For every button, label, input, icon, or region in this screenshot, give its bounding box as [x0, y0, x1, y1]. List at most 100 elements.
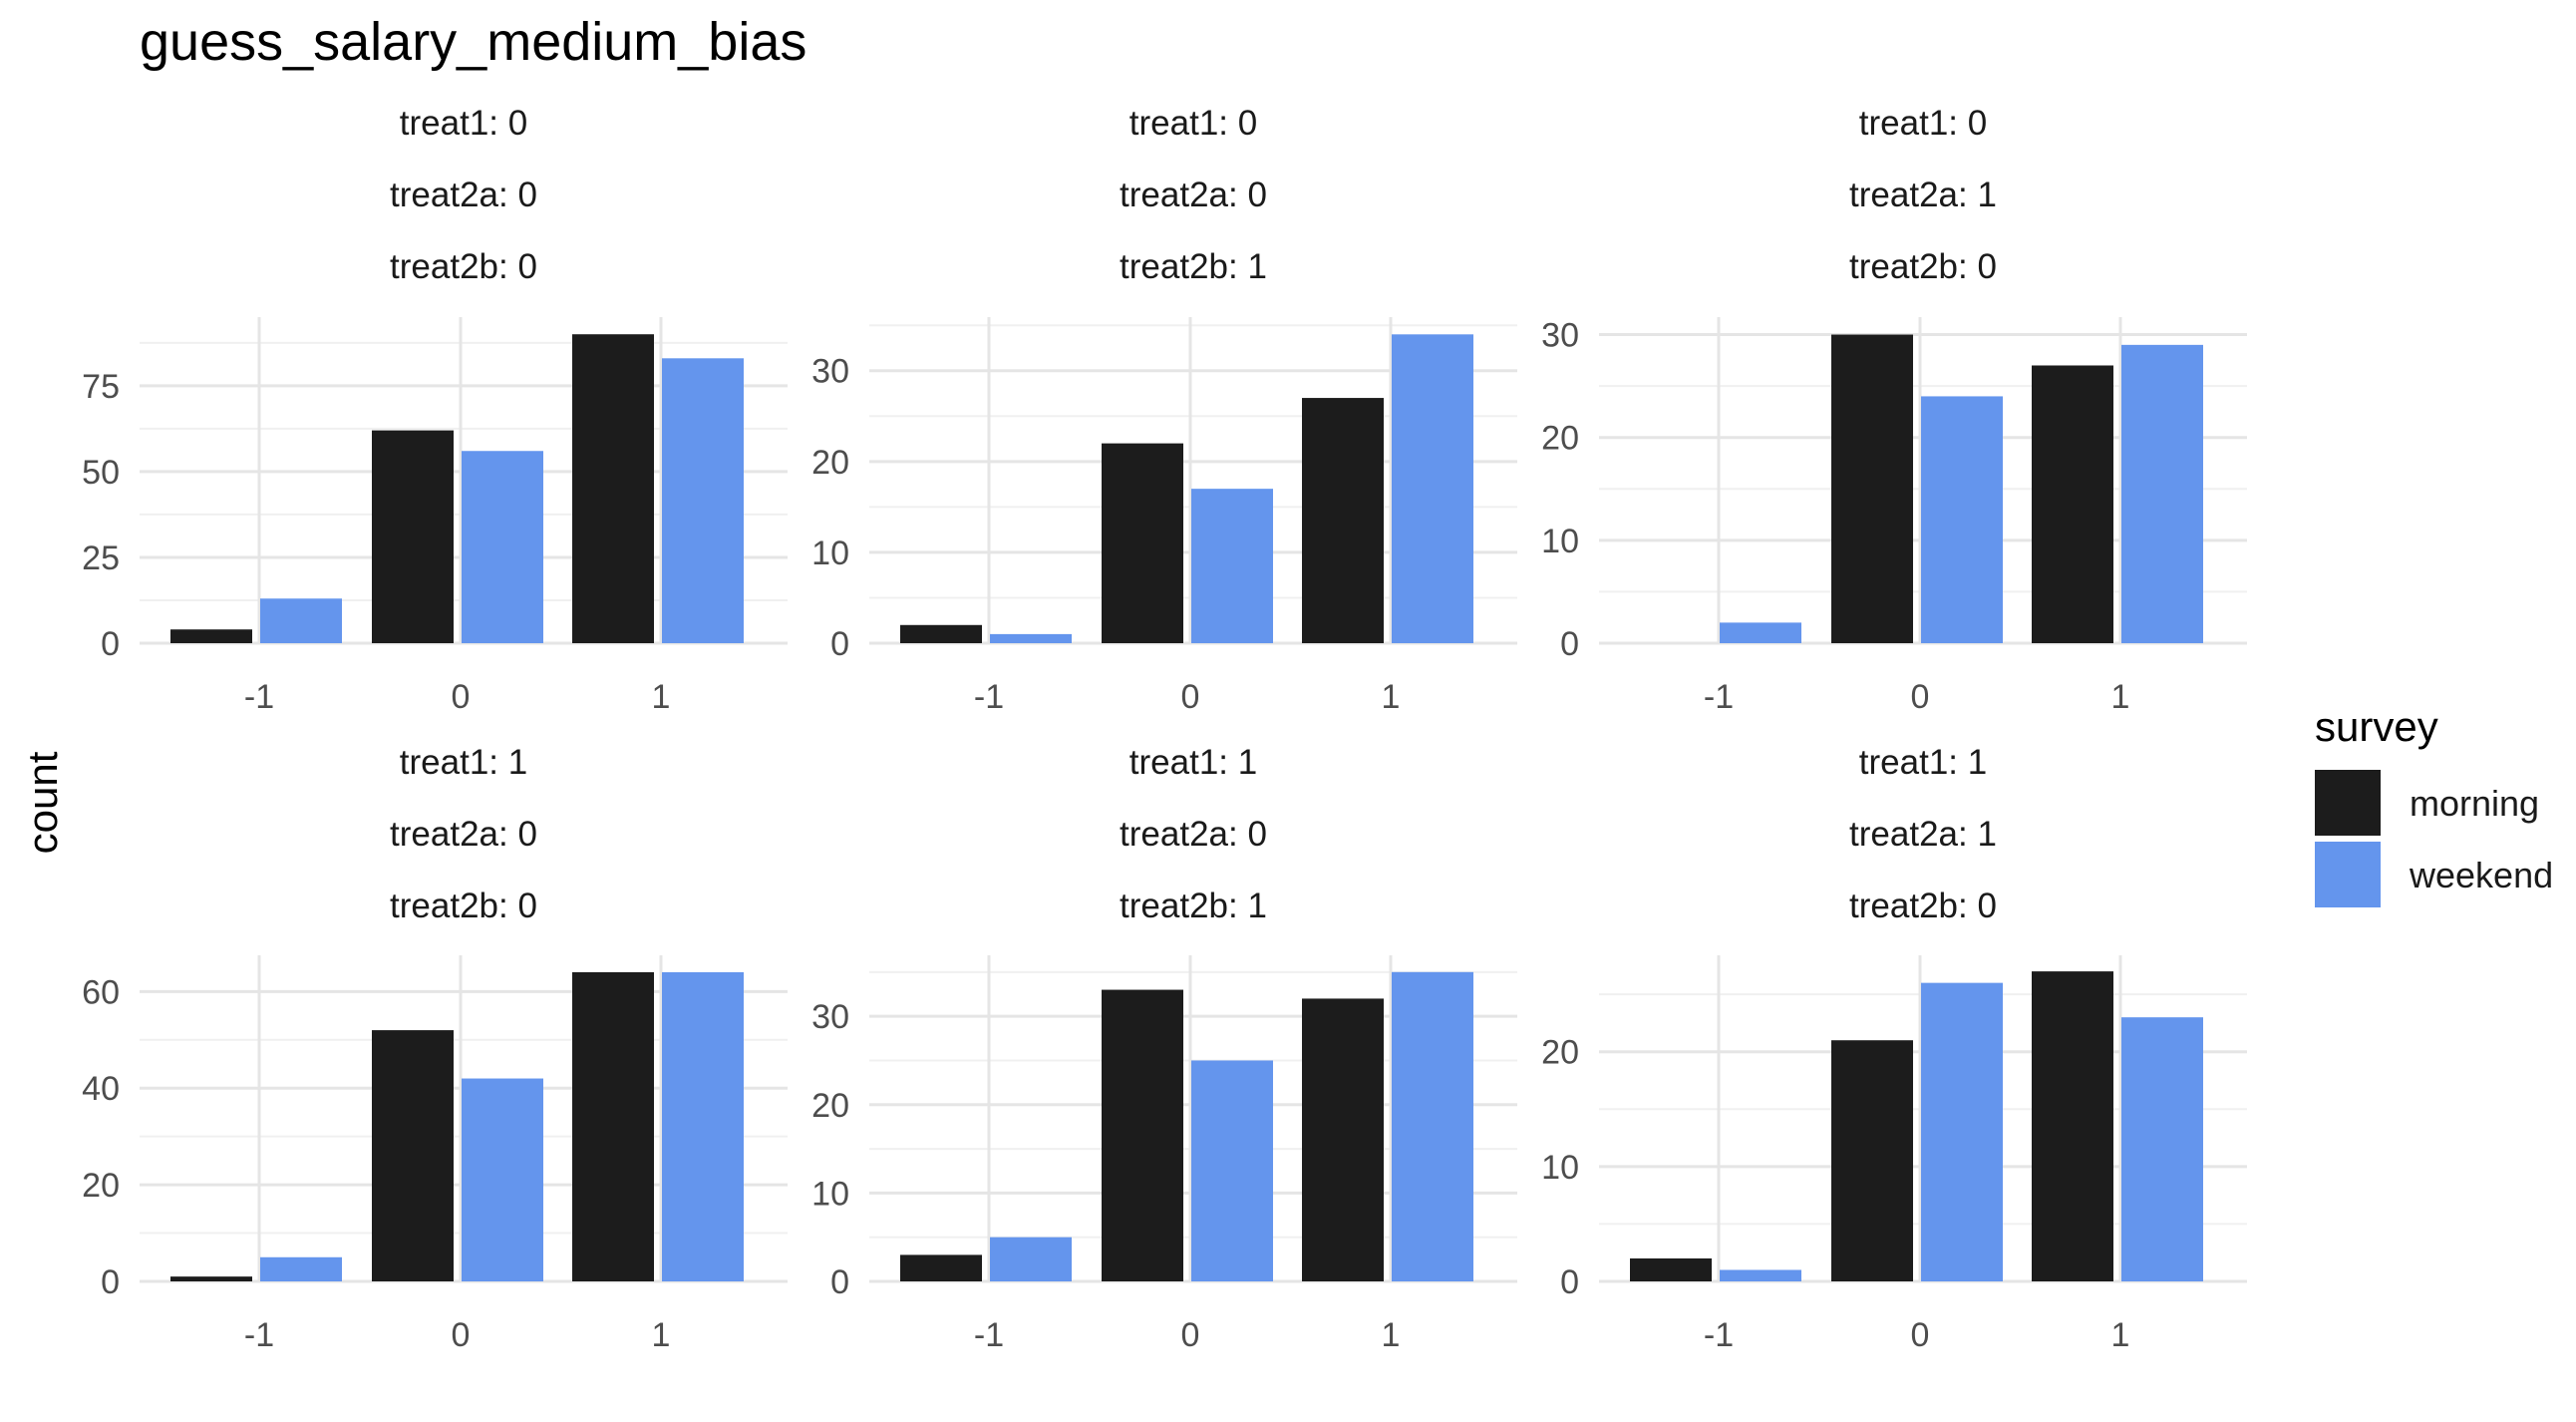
bar-weekend: [462, 451, 543, 643]
x-tick-label: 0: [1911, 678, 1930, 716]
facet-strip-label: treat1: 0: [1859, 104, 1987, 143]
y-tick-label: 20: [82, 1167, 120, 1205]
y-tick-label: 20: [811, 444, 849, 482]
bar-morning: [1630, 1257, 1712, 1281]
y-tick-label: 10: [811, 1175, 849, 1213]
facet-strip-label: treat2a: 1: [1849, 176, 1997, 214]
bar-morning: [170, 629, 252, 643]
facet-strip-label: treat1: 1: [1859, 743, 1987, 782]
bar-weekend: [990, 633, 1072, 643]
y-tick-label: 0: [101, 625, 120, 663]
y-tick-label: 0: [101, 1263, 120, 1301]
bar-weekend: [1392, 334, 1473, 643]
bar-weekend: [462, 1078, 543, 1281]
x-tick-label: -1: [974, 678, 1004, 716]
bar-morning: [900, 624, 982, 643]
bar-weekend: [1921, 396, 2003, 643]
x-tick-label: 0: [452, 678, 471, 716]
y-tick-label: 10: [1541, 523, 1579, 560]
facet-panel: treat1: 0 treat2a: 1 treat2b: 0 0 10 20 30 -1 0 1: [1541, 104, 2247, 716]
x-tick-label: 1: [1382, 1316, 1401, 1354]
y-tick-label: 60: [82, 973, 120, 1011]
facet-strip-label: treat2b: 0: [1849, 247, 1997, 286]
y-tick-label: 40: [82, 1070, 120, 1108]
x-tick-label: 1: [2111, 1316, 2130, 1354]
y-tick-label: 20: [1541, 1034, 1579, 1072]
bar-weekend: [662, 971, 744, 1281]
y-tick-label: 30: [811, 998, 849, 1036]
bar-morning: [372, 430, 454, 643]
facet-strip-label: treat2a: 0: [1120, 815, 1267, 854]
x-tick-label: -1: [244, 1316, 274, 1354]
x-tick-label: 0: [1181, 1316, 1200, 1354]
bar-morning: [900, 1254, 982, 1281]
facet-strip-label: treat1: 0: [400, 104, 527, 143]
bar-weekend: [1392, 971, 1473, 1281]
x-tick-label: 1: [1382, 678, 1401, 716]
bar-morning: [1102, 443, 1183, 643]
y-tick-label: 30: [1541, 317, 1579, 355]
x-tick-label: 0: [1911, 1316, 1930, 1354]
facet-strip-label: treat2a: 1: [1849, 815, 1997, 854]
bar-weekend: [990, 1237, 1072, 1281]
bar-weekend: [1720, 1269, 1801, 1281]
facet-strip-label: treat2b: 0: [1849, 887, 1997, 925]
facet-strip-label: treat1: 1: [400, 743, 527, 782]
x-tick-label: 1: [652, 678, 671, 716]
y-tick-label: 0: [1560, 1263, 1579, 1301]
facet-panel: treat1: 1 treat2a: 0 treat2b: 1 0 10 20 30 -1 0 1: [811, 743, 1517, 1354]
bar-weekend: [1720, 622, 1801, 643]
bar-morning: [372, 1030, 454, 1281]
facet-strip-label: treat1: 1: [1129, 743, 1257, 782]
legend-label-morning: morning: [2410, 783, 2539, 824]
bar-weekend: [1191, 489, 1273, 643]
y-tick-label: 50: [82, 454, 120, 492]
legend-label-weekend: weekend: [2409, 855, 2553, 895]
facet-panels: treat1: 0 treat2a: 0 treat2b: 0 0 25 50 75 -1 0 1…: [82, 104, 2247, 1354]
bar-weekend: [2121, 344, 2203, 643]
bar-weekend: [1191, 1060, 1273, 1281]
facet-strip-label: treat2b: 1: [1120, 247, 1267, 286]
x-tick-label: 0: [452, 1316, 471, 1354]
y-tick-label: 20: [1541, 420, 1579, 458]
y-tick-label: 20: [811, 1087, 849, 1125]
y-tick-label: 25: [82, 539, 120, 577]
chart-title: guess_salary_medium_bias: [140, 12, 806, 72]
bar-morning: [1831, 1040, 1913, 1281]
facet-strip-label: treat2b: 0: [390, 247, 537, 286]
facet-panel: treat1: 0 treat2a: 0 treat2b: 1 0 10 20 30 -1 0 1: [811, 104, 1517, 716]
y-tick-label: 75: [82, 368, 120, 406]
x-tick-label: -1: [244, 678, 274, 716]
facet-strip-label: treat2b: 0: [390, 887, 537, 925]
bar-weekend: [260, 1256, 342, 1281]
y-tick-label: 30: [811, 353, 849, 391]
x-tick-label: 1: [2111, 678, 2130, 716]
x-tick-label: -1: [1704, 1316, 1734, 1354]
bar-morning: [1102, 989, 1183, 1281]
legend: survey morning weekend: [2315, 703, 2553, 907]
facet-strip-label: treat2a: 0: [1120, 176, 1267, 214]
bar-morning: [1302, 398, 1384, 643]
facet-strip-label: treat2b: 1: [1120, 887, 1267, 925]
bar-morning: [2032, 365, 2113, 643]
y-tick-label: 0: [830, 1263, 849, 1301]
bar-weekend: [1921, 982, 2003, 1281]
x-tick-label: 1: [652, 1316, 671, 1354]
y-axis-label: count: [19, 751, 66, 854]
bar-weekend: [2121, 1017, 2203, 1281]
facet-panel: treat1: 1 treat2a: 0 treat2b: 0 0 20 40 60 -1 0 1: [82, 743, 788, 1354]
y-tick-label: 0: [830, 625, 849, 663]
x-tick-label: -1: [974, 1316, 1004, 1354]
legend-swatch-weekend: [2315, 842, 2381, 907]
bar-morning: [572, 334, 654, 643]
legend-title: survey: [2315, 703, 2438, 750]
y-tick-label: 10: [811, 534, 849, 572]
bar-morning: [170, 1276, 252, 1281]
facet-panel: treat1: 0 treat2a: 0 treat2b: 0 0 25 50 75 -1 0 1: [82, 104, 788, 716]
facet-strip-label: treat2a: 0: [390, 815, 537, 854]
facet-strip-label: treat1: 0: [1129, 104, 1257, 143]
y-tick-label: 10: [1541, 1149, 1579, 1187]
facet-panel: treat1: 1 treat2a: 1 treat2b: 0 0 10 20 -1 0 1: [1541, 743, 2247, 1354]
